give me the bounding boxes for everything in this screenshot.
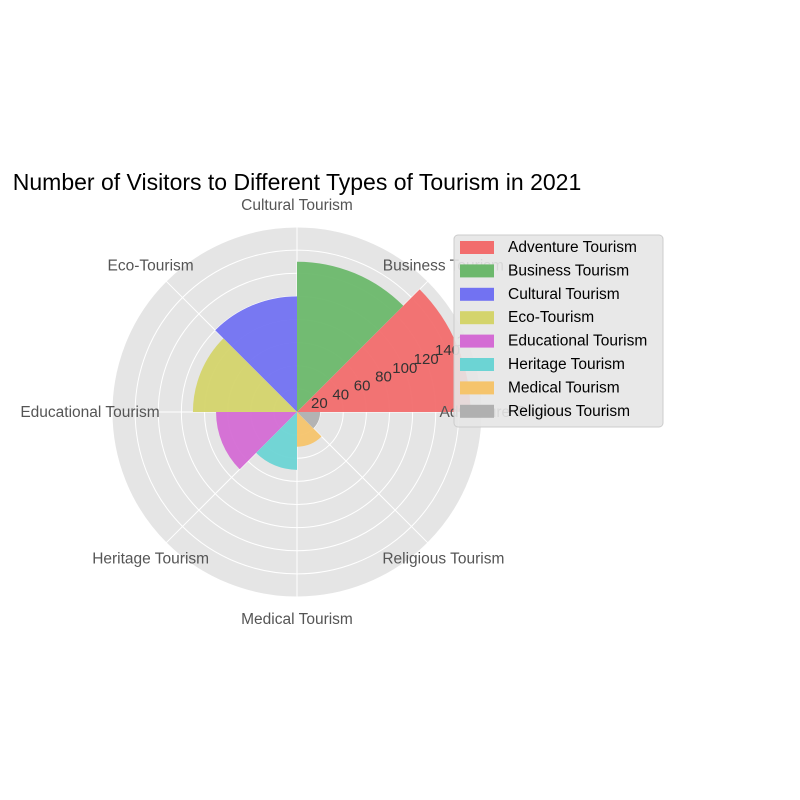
bars [192,261,471,470]
legend: Adventure Tourism Business Tourism Cultura… [453,234,664,428]
bar-educational-tourism [216,412,297,470]
legend-swatch [460,311,494,325]
legend-swatch [460,381,494,395]
legend-swatch [460,287,494,301]
radial-tick-labels: 20406080100120140160 [311,333,481,412]
bar-adventure-tourism [297,289,471,412]
radial-tick-label: 60 [354,377,371,394]
bar-religious-tourism [297,412,321,429]
category-label: Religious Tourism [382,550,504,567]
legend-label: Adventure Tourism [508,239,637,256]
legend-swatch [460,241,494,254]
legend-label: Eco-Tourism [508,309,594,326]
legend-swatch [460,404,494,418]
legend-label: Educational Tourism [508,333,647,350]
radial-tick-label: 20 [311,395,328,412]
bar-medical-tourism [297,412,322,447]
legend-label: Heritage Tourism [508,356,625,373]
legend-label: Religious Tourism [508,403,630,420]
legend-swatch [460,264,494,278]
legend-swatch [460,358,494,371]
legend-swatch [460,334,494,348]
bar-eco-tourism [192,338,297,412]
bar-heritage-tourism [256,412,297,470]
bar-business-tourism [297,261,404,412]
category-label: Educational Tourism [20,404,159,421]
radial-tick-label: 40 [332,386,349,403]
radial-tick-label: 120 [414,351,439,368]
legend-box [453,234,664,428]
legend-label: Medical Tourism [508,379,620,396]
legend-label: Business Tourism [508,262,629,279]
category-label: Eco-Tourism [108,258,194,275]
chart-title: Number of Visitors to Different Types of… [13,169,581,195]
radial-tick-label: 80 [375,369,392,386]
legend-label: Cultural Tourism [508,286,620,303]
category-label: Cultural Tourism [241,197,353,214]
bar-cultural-tourism [215,296,297,412]
category-label: Medical Tourism [241,611,353,628]
radial-tick-label: 100 [392,360,417,377]
category-label: Heritage Tourism [92,550,209,567]
